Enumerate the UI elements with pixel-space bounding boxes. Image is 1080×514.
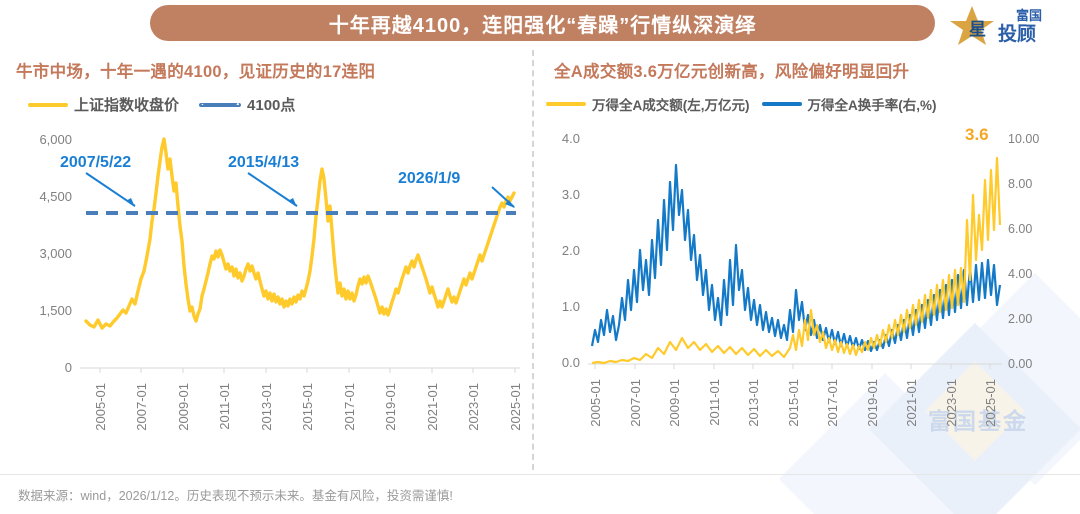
xtick-r-2021: 2021-01 [904,379,919,427]
ytick-6000: 6,000 [39,132,72,147]
star-icon [950,6,994,45]
legend-label-turnover-rate: 万得全A换手率(右,%) [807,98,937,113]
legend-swatch-dashed-line-icon [199,102,242,107]
xtick-r-2025: 2025-01 [983,379,998,427]
ytick-left-0: 0.0 [562,355,580,370]
left-chart-legend: 上证指数收盘价 4100点 [0,94,528,115]
ytick-left-2: 2.0 [562,243,580,258]
legend-item-turnover-rate: 万得全A换手率(右,%) [761,94,937,114]
header: 十年再越4100，连阳强化“春躁”行情纵深演绎 星 富国 投顾 [0,0,1080,46]
logo-line1: 富国 [1016,8,1042,23]
xtick-2021: 2021-01 [425,383,440,431]
xtick-2007: 2007-01 [134,383,149,431]
xtick-r-2015: 2015-01 [786,379,801,427]
ytick-3000: 3,000 [39,246,72,261]
annotation-label-2026: 2026/1/9 [398,170,460,187]
xtick-2025: 2025-01 [508,383,523,431]
ytick-right-8: 8.00 [1008,177,1032,191]
xtick-r-2017: 2017-01 [825,379,840,427]
left-x-axis-labels: 2005-01 2007-01 2009-01 2011-01 2013-01 … [93,383,523,431]
legend-item-sse-index: 上证指数收盘价 [28,94,179,115]
legend-item-turnover-amount: 万得全A成交额(左,万亿元) [546,94,750,114]
xtick-r-2007: 2007-01 [628,379,643,427]
ytick-left-3: 3.0 [562,187,580,202]
xtick-2023: 2023-01 [466,383,481,431]
ytick-right-4: 4.00 [1008,267,1032,281]
xtick-r-2011: 2011-01 [707,379,722,426]
right-plot: 4.0 3.0 2.0 1.0 0.0 10.00 8.00 6.00 4.00… [540,120,1080,450]
xtick-r-2009: 2009-01 [667,379,682,427]
xtick-2013: 2013-01 [259,383,274,431]
xtick-r-2023: 2023-01 [944,379,959,427]
annotation-2015: 2015/4/13 [228,154,299,207]
ytick-right-10: 10.00 [1008,132,1039,146]
legend-swatch-amount-line-icon [546,102,586,106]
logo-star-char: 星 [969,20,986,39]
right-chart-left-y-axis: 4.0 3.0 2.0 1.0 0.0 [562,131,580,370]
series-turnover-rate-line [590,163,1002,353]
peak-value-label: 3.6 [965,125,989,144]
xtick-2017: 2017-01 [342,383,357,431]
footer: 数据来源：wind，2026/1/12。历史表现不预示未来。基金有风险，投资需谨… [0,474,1080,514]
legend-swatch-line-icon [28,102,68,107]
logo-line2: 投顾 [998,22,1036,45]
xtick-2005: 2005-01 [93,383,108,431]
series-sse-composite-line [84,137,516,330]
right-x-tickmarks [594,364,991,369]
xtick-2015: 2015-01 [300,383,315,431]
legend-swatch-rate-line-icon [761,102,802,106]
annotation-label-2007: 2007/5/22 [60,154,131,171]
left-plot: 6,000 4,500 3,000 1,500 0 [0,121,528,451]
page-title: 十年再越4100，连阳强化“春躁”行情纵深演绎 [328,14,757,37]
legend-label-sse-index: 上证指数收盘价 [74,97,180,114]
xtick-r-2005: 2005-01 [588,379,603,427]
brand-logo: 星 富国 投顾 [950,6,1042,45]
legend-label-4100-line: 4100点 [247,97,296,114]
ytick-right-2: 2.00 [1008,312,1032,326]
right-chart-right-y-axis: 10.00 8.00 6.00 4.00 2.00 0.00 [1008,132,1039,371]
xtick-2019: 2019-01 [383,383,398,431]
xtick-2011: 2011-01 [217,383,232,430]
panel-divider [532,50,534,470]
legend-label-turnover-amount: 万得全A成交额(左,万亿元) [592,98,750,113]
annotation-2026: 2026/1/9 [398,170,515,208]
data-source-note: 数据来源：wind，2026/1/12。历史表现不预示未来。基金有风险，投资需谨… [18,489,453,503]
left-chart-panel: 牛市中场，十年一遇的4100，见证历史的17连阳 上证指数收盘价 4100点 6… [0,46,528,474]
panels-container: 牛市中场，十年一遇的4100，见证历史的17连阳 上证指数收盘价 4100点 6… [0,46,1080,474]
left-chart-svg: 6,000 4,500 3,000 1,500 0 [39,132,523,431]
legend-item-4100-line: 4100点 [199,94,295,115]
right-x-axis-labels: 2005-01 2007-01 2009-01 2011-01 2013-01 … [588,379,998,427]
ytick-right-0: 0.00 [1008,357,1032,371]
title-pill: 十年再越4100，连阳强化“春躁”行情纵深演绎 [150,5,935,41]
right-chart-legend: 万得全A成交额(左,万亿元) 万得全A换手率(右,%) [540,94,1080,114]
right-chart-panel: 全A成交额3.6万亿元创新高，风险偏好明显回升 万得全A成交额(左,万亿元) 万… [540,46,1080,474]
right-panel-subtitle: 全A成交额3.6万亿元创新高，风险偏好明显回升 [554,63,910,81]
ytick-right-6: 6.00 [1008,222,1032,236]
ytick-left-4: 4.0 [562,131,580,146]
ytick-left-1: 1.0 [562,299,580,314]
right-chart-svg: 4.0 3.0 2.0 1.0 0.0 10.00 8.00 6.00 4.00… [562,125,1039,427]
xtick-2009: 2009-01 [176,383,191,431]
series-turnover-amount-line [591,156,1002,365]
left-y-axis: 6,000 4,500 3,000 1,500 0 [39,132,72,375]
annotation-label-2015: 2015/4/13 [228,154,299,171]
left-panel-subtitle: 牛市中场，十年一遇的4100，见证历史的17连阳 [16,63,376,81]
annotation-2007: 2007/5/22 [60,154,136,207]
xtick-r-2013: 2013-01 [746,379,761,427]
xtick-r-2019: 2019-01 [865,379,880,427]
ytick-0: 0 [65,360,72,375]
left-x-tickmarks [99,368,516,373]
ytick-1500: 1,500 [39,303,72,318]
ytick-4500: 4,500 [39,189,72,204]
